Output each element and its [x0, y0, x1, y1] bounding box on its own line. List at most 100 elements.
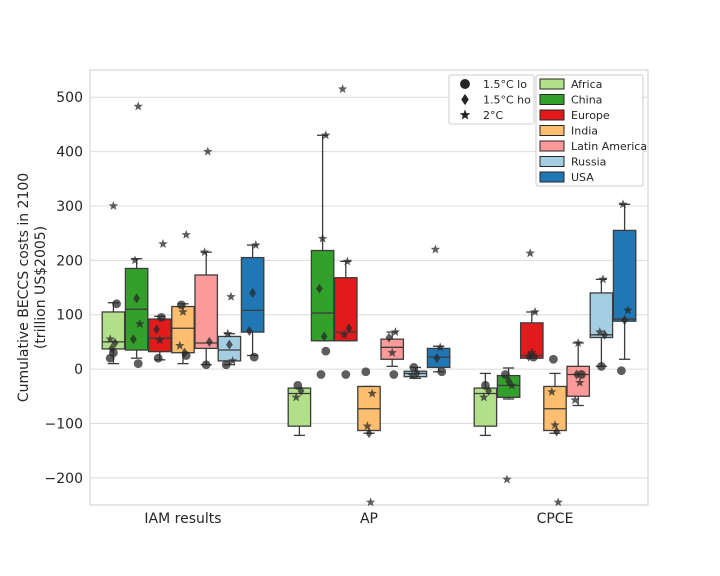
- data-point: [246, 326, 253, 336]
- data-point: [345, 323, 353, 334]
- data-point: [133, 359, 143, 369]
- data-point: [550, 420, 560, 430]
- y-tick-label: 200: [56, 253, 83, 269]
- legend-swatch: [539, 171, 565, 183]
- legend-label: China: [571, 94, 602, 107]
- data-point: [530, 307, 540, 316]
- legend-marker-star: [459, 109, 471, 120]
- legend-marker-diamond: [461, 93, 469, 106]
- data-point: [320, 331, 328, 342]
- data-point: [507, 380, 517, 390]
- data-point: [321, 346, 331, 356]
- data-point: [437, 367, 447, 377]
- series-legend: Africa China Europe India Latin America Russi…: [535, 74, 647, 187]
- data-point: [623, 305, 633, 315]
- data-point: [108, 200, 119, 210]
- data-point: [317, 233, 328, 243]
- legend-swatch: [539, 140, 565, 152]
- data-point: [361, 367, 371, 377]
- box-body: [310, 249, 335, 342]
- box-ap-india: [357, 385, 381, 434]
- data-point: [430, 244, 441, 254]
- data-point: [595, 327, 605, 337]
- legend-marker-circle: [460, 79, 470, 89]
- data-point: [502, 474, 512, 484]
- data-point: [221, 360, 231, 370]
- data-point: [249, 352, 259, 362]
- y-tick-label: 100: [56, 308, 83, 324]
- data-point: [479, 392, 489, 402]
- data-point: [573, 338, 583, 347]
- data-point: [111, 338, 119, 348]
- data-point: [621, 315, 628, 326]
- legend-swatch: [539, 78, 565, 90]
- data-point: [158, 239, 168, 249]
- data-point: [251, 240, 261, 250]
- legend-label: 2°C: [483, 109, 503, 122]
- data-point: [525, 248, 535, 258]
- data-point: [339, 329, 349, 339]
- data-point: [130, 255, 140, 265]
- y-axis-label: Cumulative BECCS costs in 2100(trillion …: [16, 173, 49, 402]
- data-point: [155, 335, 165, 345]
- data-point: [130, 334, 137, 345]
- data-point: [223, 328, 233, 338]
- data-point: [577, 370, 586, 379]
- legend-label: India: [571, 125, 598, 138]
- box-ap-china: [310, 134, 335, 342]
- data-point: [549, 354, 558, 364]
- data-point: [181, 229, 191, 239]
- data-point: [178, 307, 188, 316]
- data-point: [387, 347, 397, 357]
- data-point: [618, 199, 628, 209]
- data-point: [617, 366, 626, 376]
- data-point: [409, 363, 419, 372]
- data-point: [133, 293, 140, 304]
- y-tick-label: −100: [45, 416, 83, 432]
- x-tick-label: CPCE: [537, 511, 574, 527]
- data-point: [108, 343, 116, 354]
- data-point: [601, 329, 608, 340]
- legend-label: Russia: [571, 156, 606, 169]
- marker-legend: 1.5°C lo 1.5°C ho 2°C: [448, 74, 535, 125]
- legend-swatch: [539, 156, 565, 167]
- data-point: [201, 360, 211, 370]
- data-point: [112, 299, 121, 309]
- box-body: [612, 229, 637, 322]
- y-tick-label: 400: [56, 145, 83, 161]
- data-point: [525, 351, 532, 362]
- data-point: [133, 101, 143, 111]
- legend-swatch: [539, 109, 565, 121]
- data-point: [153, 353, 163, 363]
- data-point: [505, 376, 512, 386]
- data-point: [226, 339, 233, 350]
- points: [105, 84, 633, 507]
- data-point: [181, 347, 188, 358]
- data-point: [157, 313, 166, 322]
- data-point: [316, 283, 323, 294]
- data-point: [553, 426, 560, 437]
- legend-label: USA: [571, 171, 594, 184]
- legend-label: 1.5°C ho: [483, 94, 531, 107]
- data-point: [227, 355, 238, 365]
- data-point: [316, 370, 326, 379]
- data-point: [199, 247, 210, 257]
- box-iam-results-china: [124, 258, 149, 359]
- legend-label: 1.5°C lo: [483, 78, 527, 91]
- data-point: [365, 428, 373, 439]
- data-point: [362, 421, 373, 431]
- data-point: [206, 336, 213, 347]
- data-point: [342, 256, 353, 266]
- legend-label: Latin America: [571, 140, 647, 153]
- data-point: [435, 342, 445, 352]
- data-point: [390, 327, 401, 337]
- data-point: [485, 385, 492, 396]
- box-body: [333, 277, 358, 342]
- legend-swatch: [539, 125, 565, 136]
- y-tick-label: 500: [56, 90, 83, 106]
- data-point: [573, 369, 580, 380]
- box-body: [589, 292, 614, 339]
- data-point: [367, 388, 377, 398]
- data-point: [175, 340, 185, 350]
